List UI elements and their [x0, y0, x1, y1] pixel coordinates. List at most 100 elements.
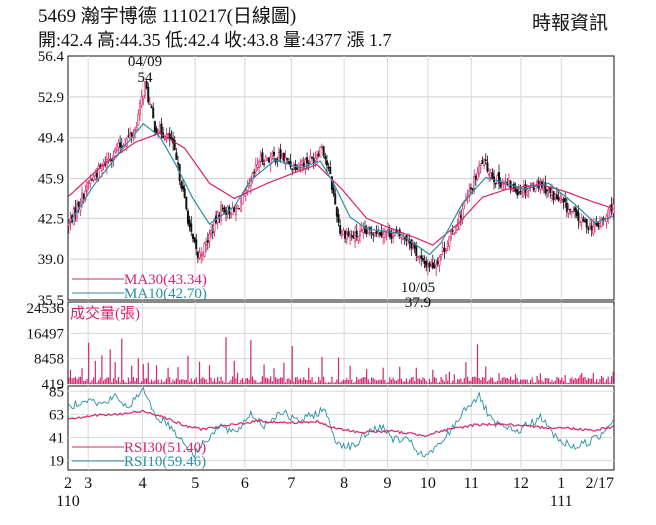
volume-bar [417, 378, 419, 384]
volume-bar [387, 381, 389, 384]
volume-bar [524, 379, 527, 384]
volume-bar [609, 382, 611, 384]
volume-bar [314, 381, 316, 384]
volume-bar [83, 380, 85, 384]
volume-bar [399, 366, 401, 384]
volume-bar [562, 381, 565, 384]
volume-bar [543, 382, 545, 384]
volume-bar [145, 378, 148, 384]
volume-bar [326, 382, 328, 384]
candle-body [130, 132, 133, 137]
price-panel-frame [67, 55, 615, 301]
volume-bar [192, 381, 194, 384]
volume-bar [351, 379, 353, 384]
candle-body [565, 202, 568, 212]
volume-bar [453, 374, 455, 384]
volume-bar [316, 382, 318, 384]
candle-body [148, 103, 151, 106]
candle-body [555, 194, 558, 200]
volume-tick-label: 16497 [27, 326, 65, 342]
volume-bar [306, 380, 308, 384]
volume-bar [349, 365, 351, 384]
candle-body [234, 208, 237, 215]
volume-bar [311, 377, 313, 384]
candle-body [220, 205, 223, 221]
volume-bar [534, 382, 537, 384]
rsi-tick-label: 85 [49, 384, 64, 400]
volume-bar [546, 378, 548, 384]
volume-bar [551, 380, 553, 384]
candle-body [160, 123, 163, 135]
candle-body [291, 168, 294, 170]
candle-body [306, 157, 309, 164]
candle-body [577, 212, 580, 222]
candle-body [253, 171, 256, 174]
candle-body [142, 95, 145, 100]
volume-bar [544, 377, 546, 384]
volume-bar [519, 379, 522, 384]
candle-body [307, 162, 310, 164]
candle-body [119, 142, 122, 148]
volume-bar [180, 379, 182, 384]
volume-bar [596, 378, 598, 384]
volume-bar [336, 379, 338, 384]
candle-body [186, 210, 189, 224]
volume-bar [304, 379, 307, 384]
candle-body [445, 248, 448, 251]
candle-body [152, 107, 155, 119]
candle-body [354, 232, 357, 242]
candle-body [355, 230, 358, 238]
candle-body [349, 234, 352, 238]
candle-body [239, 200, 242, 212]
candle-body [332, 187, 335, 195]
candle-body [256, 164, 259, 168]
candle-body [127, 135, 130, 137]
candle-body [585, 218, 588, 228]
month-tick-label: 7 [287, 475, 295, 492]
candle-body [580, 217, 583, 223]
volume-bar [241, 378, 244, 384]
candle-body [261, 152, 264, 163]
candle-body [309, 156, 312, 163]
candle-body [378, 232, 381, 235]
volume-bar [435, 378, 437, 384]
candle-body [598, 223, 601, 227]
volume-bar [303, 377, 305, 384]
volume-bar [220, 376, 222, 384]
volume-bar [375, 380, 378, 384]
volume-bar [76, 379, 78, 384]
candle-body [263, 163, 266, 165]
volume-bar [159, 383, 161, 384]
volume-bar [319, 380, 321, 384]
volume-bar [574, 378, 576, 384]
volume-bar [174, 380, 176, 384]
candle-body [203, 243, 206, 258]
candle-body [608, 207, 611, 213]
candle-body [302, 162, 305, 167]
volume-bar [260, 381, 262, 384]
candle-body [114, 148, 117, 153]
candle-body [438, 257, 441, 266]
volume-bar [327, 382, 330, 384]
price-tick-label: 39.0 [38, 252, 64, 268]
rsi30-line [68, 410, 614, 438]
volume-bar [505, 378, 507, 384]
candle-body [180, 181, 183, 189]
ma30-line [68, 132, 614, 246]
volume-bar [137, 358, 139, 384]
candle-body [476, 172, 479, 180]
volume-bar [98, 380, 100, 384]
candle-body [382, 233, 385, 238]
candle-body [387, 229, 390, 231]
candle-body [221, 207, 224, 210]
volume-bar [331, 376, 333, 384]
volume-bar [227, 382, 229, 384]
volume-bar [486, 381, 489, 384]
volume-title: 成交量(張) [70, 304, 140, 322]
volume-bar [250, 339, 252, 384]
volume-bar [88, 342, 90, 384]
volume-bar [175, 378, 177, 384]
volume-bar [341, 381, 343, 384]
volume-bar [296, 376, 298, 384]
candle-body [334, 193, 337, 205]
